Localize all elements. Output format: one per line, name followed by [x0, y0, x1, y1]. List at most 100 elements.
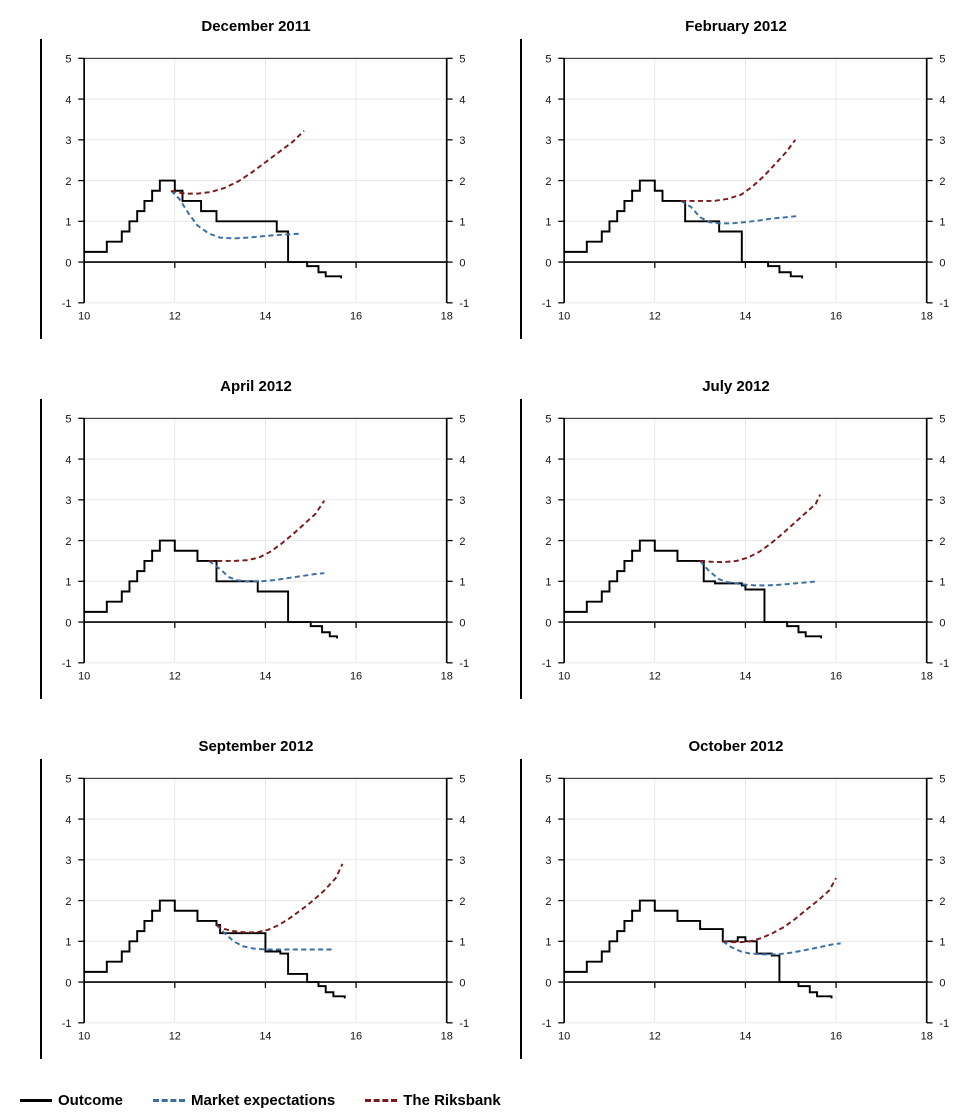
svg-text:4: 4 [545, 454, 551, 466]
svg-text:-1: -1 [459, 298, 469, 310]
svg-text:3: 3 [459, 855, 465, 867]
svg-text:3: 3 [545, 135, 551, 147]
svg-text:12: 12 [169, 671, 181, 683]
svg-text:4: 4 [939, 94, 945, 106]
outcome-line-1 [564, 181, 802, 279]
svg-text:-1: -1 [939, 1018, 949, 1030]
riksbank-line-5 [723, 878, 836, 942]
svg-text:1: 1 [545, 217, 551, 229]
panel-february-2012: February 2012 10 12 14 16 18 -1 -1 0 0 1 1 2 2 3 3 4 4 5 5 [490, 10, 970, 370]
svg-text:4: 4 [65, 814, 71, 826]
legend-label-1: Market expectations [191, 1092, 335, 1109]
legend-swatch-0 [20, 1099, 52, 1102]
svg-text:-1: -1 [62, 1018, 72, 1030]
svg-text:14: 14 [259, 671, 271, 683]
svg-text:1: 1 [939, 217, 945, 229]
svg-text:1: 1 [545, 937, 551, 949]
market-expectations-line-4 [216, 925, 333, 949]
svg-text:14: 14 [259, 311, 271, 323]
market-expectations-line-2 [209, 561, 325, 581]
riksbank-line-2 [209, 501, 325, 561]
svg-text:-1: -1 [939, 298, 949, 310]
svg-text:10: 10 [78, 311, 90, 323]
svg-text:-1: -1 [939, 658, 949, 670]
panel-title-3: July 2012 [520, 378, 952, 395]
svg-text:5: 5 [65, 414, 71, 426]
svg-text:5: 5 [459, 54, 465, 66]
svg-text:3: 3 [65, 135, 71, 147]
svg-text:5: 5 [459, 774, 465, 786]
svg-text:2: 2 [545, 176, 551, 188]
svg-text:0: 0 [459, 257, 465, 269]
svg-text:2: 2 [65, 176, 71, 188]
svg-text:12: 12 [649, 311, 661, 323]
svg-text:4: 4 [545, 814, 551, 826]
svg-text:4: 4 [459, 814, 465, 826]
svg-text:2: 2 [65, 536, 71, 548]
svg-text:0: 0 [939, 977, 945, 989]
svg-text:1: 1 [939, 577, 945, 589]
svg-text:4: 4 [65, 454, 71, 466]
svg-text:10: 10 [558, 1031, 570, 1043]
svg-text:18: 18 [441, 1031, 453, 1043]
riksbank-line-4 [216, 864, 342, 932]
svg-text:1: 1 [459, 217, 465, 229]
svg-text:4: 4 [939, 814, 945, 826]
legend-item-outcome: Outcome [20, 1092, 123, 1109]
svg-text:-1: -1 [542, 298, 552, 310]
outcome-line-3 [564, 541, 821, 639]
svg-text:2: 2 [459, 176, 465, 188]
svg-text:5: 5 [939, 54, 945, 66]
svg-text:4: 4 [939, 454, 945, 466]
svg-text:5: 5 [545, 774, 551, 786]
outcome-line-2 [84, 541, 337, 639]
svg-text:-1: -1 [62, 298, 72, 310]
svg-text:2: 2 [939, 896, 945, 908]
legend-item-the-riksbank: The Riksbank [365, 1092, 501, 1109]
svg-text:2: 2 [459, 896, 465, 908]
svg-text:-1: -1 [62, 658, 72, 670]
svg-text:4: 4 [459, 94, 465, 106]
svg-text:0: 0 [65, 977, 71, 989]
svg-text:12: 12 [649, 671, 661, 683]
svg-text:12: 12 [169, 1031, 181, 1043]
svg-text:1: 1 [545, 577, 551, 589]
chart-area-1: 10 12 14 16 18 -1 -1 0 0 1 1 2 2 3 3 4 4 5 5 [520, 39, 952, 339]
svg-text:10: 10 [558, 671, 570, 683]
svg-text:0: 0 [939, 617, 945, 629]
svg-text:3: 3 [65, 495, 71, 507]
panel-december-2011: December 2011 10 12 14 16 18 -1 -1 0 0 1 1 2 2 3 3 4 4 5 5 [10, 10, 490, 370]
svg-text:14: 14 [739, 1031, 751, 1043]
svg-text:0: 0 [939, 257, 945, 269]
svg-text:16: 16 [830, 311, 842, 323]
svg-text:5: 5 [545, 414, 551, 426]
svg-text:10: 10 [78, 671, 90, 683]
svg-text:3: 3 [459, 135, 465, 147]
svg-text:2: 2 [459, 536, 465, 548]
panel-september-2012: September 2012 10 12 14 16 18 -1 -1 0 0 1 1 2 2 3 3 4 4 5 5 [10, 730, 490, 1090]
svg-text:1: 1 [65, 937, 71, 949]
panel-title-0: December 2011 [40, 18, 472, 35]
chart-area-5: 10 12 14 16 18 -1 -1 0 0 1 1 2 2 3 3 4 4 5 5 [520, 759, 952, 1059]
svg-text:4: 4 [65, 94, 71, 106]
panel-april-2012: April 2012 10 12 14 16 18 -1 -1 0 0 1 1 2 2 3 3 4 4 5 5 [10, 370, 490, 730]
svg-text:1: 1 [939, 937, 945, 949]
legend-item-market-expectations: Market expectations [153, 1092, 335, 1109]
svg-text:0: 0 [545, 257, 551, 269]
chart-area-2: 10 12 14 16 18 -1 -1 0 0 1 1 2 2 3 3 4 4 5 5 [40, 399, 472, 699]
svg-text:18: 18 [441, 311, 453, 323]
svg-text:5: 5 [65, 774, 71, 786]
svg-text:2: 2 [545, 896, 551, 908]
chart-area-3: 10 12 14 16 18 -1 -1 0 0 1 1 2 2 3 3 4 4 5 5 [520, 399, 952, 699]
outcome-line-0 [84, 181, 341, 279]
svg-text:5: 5 [459, 414, 465, 426]
svg-text:4: 4 [459, 454, 465, 466]
svg-text:-1: -1 [459, 658, 469, 670]
svg-text:2: 2 [65, 896, 71, 908]
legend-swatch-1 [153, 1099, 185, 1102]
panel-july-2012: July 2012 10 12 14 16 18 -1 -1 0 0 1 1 2 2 3 3 4 4 5 5 [490, 370, 970, 730]
svg-text:5: 5 [65, 54, 71, 66]
market-expectations-line-5 [723, 941, 841, 954]
svg-text:0: 0 [65, 257, 71, 269]
panel-title-4: September 2012 [40, 738, 472, 755]
